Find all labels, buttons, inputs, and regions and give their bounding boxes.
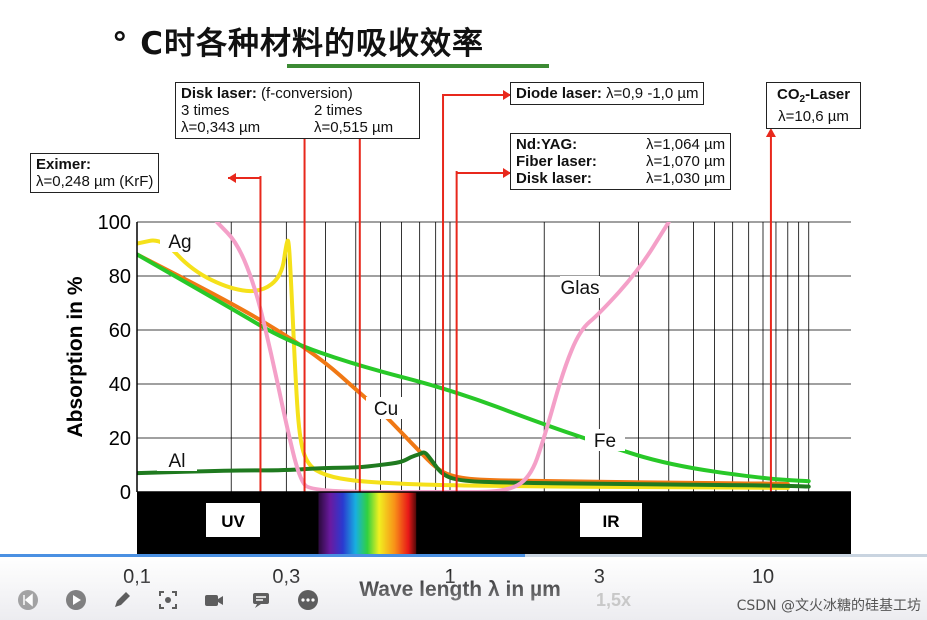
diode-name: Diode laser: <box>516 85 602 102</box>
fiber-wavelength: λ=1,070 µm <box>646 153 726 170</box>
co2-wavelength: λ=10,6 µm <box>778 108 849 125</box>
ir-label: IR <box>603 512 620 531</box>
disk-515: λ=0,515 µm <box>314 119 394 136</box>
disk-343: λ=0,343 µm <box>181 119 261 136</box>
callout-eximer: Eximer: λ=0,248 µm (KrF) <box>30 153 160 193</box>
callout-diode-laser: Diode laser: λ=0,9 -1,0 µm <box>510 82 705 105</box>
ndyag-wavelength: λ=1,064 µm <box>646 136 726 153</box>
callout-co2-laser: CO2-Laser λ=10,6 µm <box>766 82 862 129</box>
play-icon[interactable] <box>64 588 88 612</box>
y-tick-label: 60 <box>109 320 131 342</box>
series-fe <box>137 252 811 484</box>
player-bar <box>0 556 927 620</box>
progress-remaining[interactable] <box>525 554 927 557</box>
series-label-fe: Fe <box>594 431 616 452</box>
laser-arrowhead <box>503 168 511 178</box>
y-tick-label: 80 <box>109 266 131 288</box>
y-tick-label: 40 <box>109 374 131 396</box>
disk-ir-wavelength: λ=1,030 µm <box>646 170 726 187</box>
disk-ir-name: Disk laser: <box>516 170 592 187</box>
eximer-wavelength: λ=0,248 µm (KrF) <box>36 173 154 190</box>
co2-name-b: -Laser <box>805 86 851 103</box>
comment-icon[interactable] <box>249 588 273 612</box>
laser-arrowhead <box>228 173 236 183</box>
diode-wavelength: λ=0,9 -1,0 µm <box>601 85 699 102</box>
series-label-glas: Glas <box>560 278 599 299</box>
laser-arrowhead <box>765 128 776 137</box>
series-label-bg <box>160 230 200 252</box>
more-icon[interactable] <box>296 588 320 612</box>
series-label-bg <box>585 429 625 451</box>
previous-icon[interactable] <box>16 588 40 612</box>
disk-suffix: (f-conversion) <box>256 85 353 102</box>
co2-name-sub: 2 <box>799 94 806 105</box>
title-bullet: ° <box>112 26 129 62</box>
slide-title: ° C时各种材料的吸收效率 <box>112 18 484 63</box>
y-axis-title: Absorption in % <box>64 276 87 437</box>
co2-name-a: CO <box>777 86 800 103</box>
disk-3times: 3 times <box>181 102 230 119</box>
y-tick-label: 20 <box>109 428 131 450</box>
series-ag <box>137 238 790 490</box>
series-label-cu: Cu <box>374 399 398 420</box>
playback-speed[interactable]: 1,5x <box>596 590 632 610</box>
series-label-bg <box>157 449 197 471</box>
callout-disk-laser-fconv: Disk laser: (f-conversion) 3 times 2 time… <box>175 82 420 139</box>
series-label-bg <box>560 276 600 298</box>
camera-icon[interactable] <box>202 588 226 612</box>
ndyag-name: Nd:YAG: <box>516 136 578 153</box>
disk-name: Disk laser: <box>181 85 257 102</box>
disk-2times: 2 times <box>314 102 363 119</box>
y-tick-label: 0 <box>120 482 131 504</box>
pen-icon[interactable] <box>110 588 134 612</box>
screenshot-icon[interactable] <box>156 588 180 612</box>
fiber-name: Fiber laser: <box>516 153 597 170</box>
watermark: CSDN @文火冰糖的硅基工坊 <box>736 598 921 614</box>
series-label-al: Al <box>169 451 186 472</box>
visible-spectrum <box>318 492 417 554</box>
series-label-bg <box>366 397 406 419</box>
uv-label: UV <box>221 512 245 531</box>
progress-played[interactable] <box>0 554 525 557</box>
y-tick-label: 100 <box>98 212 131 234</box>
uv-box <box>206 503 260 537</box>
title-underline <box>287 64 549 68</box>
ir-box <box>580 503 642 537</box>
laser-arrowhead <box>503 90 511 100</box>
eximer-name: Eximer: <box>36 156 92 173</box>
title-text: C时各种材料的吸收效率 <box>140 26 485 62</box>
callout-ndyag-fiber-disk: Nd:YAG: λ=1,064 µm Fiber laser: λ=1,070 µm… <box>510 133 732 190</box>
series-label-ag: Ag <box>168 232 191 253</box>
